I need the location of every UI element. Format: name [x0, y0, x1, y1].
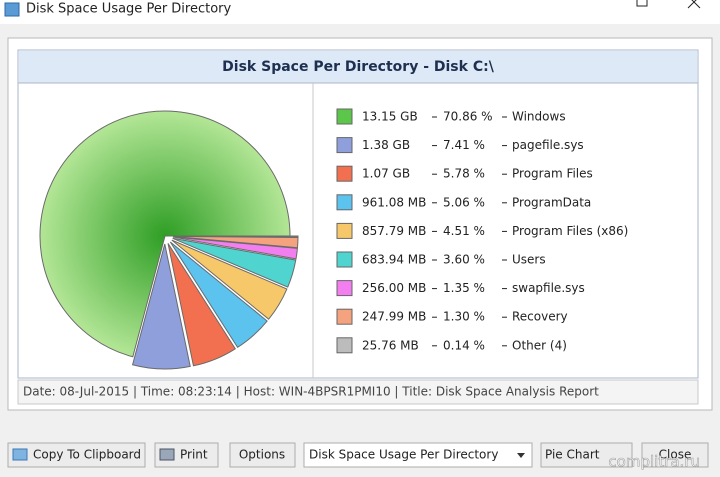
legend-swatch: [336, 137, 353, 154]
legend-size: 25.76 MB: [362, 338, 419, 352]
close-button[interactable]: [641, 442, 709, 468]
report-dropdown[interactable]: [303, 442, 533, 468]
legend-percent: 1.35 %: [443, 281, 485, 295]
legend-size: 857.79 MB: [362, 224, 426, 238]
legend-size: 961.08 MB: [362, 195, 426, 209]
close-window-button[interactable]: [687, 0, 701, 9]
pie-slice: [172, 237, 297, 288]
legend-name: ProgramData: [512, 195, 591, 209]
legend-name: Program Files (x86): [512, 224, 628, 238]
legend-percent: 5.06 %: [443, 195, 485, 209]
title-bar: [0, 0, 720, 24]
legend-percent: 7.41 %: [443, 138, 485, 152]
close-label: Close: [659, 448, 692, 462]
status-text: Date: 08-Jul-2015 | Time: 08:23:14 | Hos…: [23, 385, 599, 399]
print-icon: [159, 448, 175, 461]
legend-name: Other (4): [512, 338, 567, 352]
legend-swatch: [336, 337, 353, 354]
legend-percent: 70.86 %: [443, 110, 493, 124]
legend-percent: 1.30 %: [443, 310, 485, 324]
legend-percent: 3.60 %: [443, 253, 485, 267]
app-icon: [4, 2, 20, 17]
dropdown-label: Disk Space Usage Per Directory: [309, 448, 498, 462]
legend-name: Users: [512, 253, 546, 267]
view-button[interactable]: [540, 442, 633, 468]
pie-slice: [131, 243, 191, 370]
dropdown-arrow: [517, 453, 525, 458]
legend-size: 247.99 MB: [362, 310, 426, 324]
legend-name: Recovery: [512, 310, 568, 324]
copy-label: Copy To Clipboard: [33, 448, 141, 462]
legend-percent: 0.14 %: [443, 338, 485, 352]
pie-slice: [171, 239, 288, 320]
options-button[interactable]: [229, 442, 296, 468]
copy-icon: [12, 448, 28, 461]
legend-size: 1.38 GB: [362, 138, 410, 152]
legend-swatch: [336, 194, 353, 211]
legend-size: 1.07 GB: [362, 167, 410, 181]
legend-swatch: [336, 108, 353, 125]
print-label: Print: [180, 448, 208, 462]
legend-swatch: [336, 251, 353, 268]
legend-name: pagefile.sys: [512, 138, 584, 152]
legend-name: Windows: [512, 110, 566, 124]
chart-header: [19, 51, 697, 83]
legend-name: swapfile.sys: [512, 281, 585, 295]
maximize-button[interactable]: [636, 0, 648, 7]
legend-swatch: [336, 222, 353, 239]
legend-size: 256.00 MB: [362, 281, 426, 295]
legend-percent: 4.51 %: [443, 224, 485, 238]
options-label: Options: [239, 448, 285, 462]
legend-name: Program Files: [512, 167, 593, 181]
pie-slice: [172, 235, 299, 238]
copy-button[interactable]: [7, 442, 146, 468]
legend-percent: 5.78 %: [443, 167, 485, 181]
pie-slice: [167, 243, 236, 367]
watermark: complitra.ru: [608, 453, 700, 471]
chart-title: Disk Space Per Directory - Disk C:\: [222, 59, 495, 75]
pie-slice: [169, 241, 268, 349]
legend-swatch: [336, 308, 353, 325]
pie-slice: [172, 236, 298, 260]
legend-swatch: [336, 280, 353, 297]
legend-size: 683.94 MB: [362, 253, 426, 267]
legend-swatch: [336, 165, 353, 182]
view-label: Pie Chart: [545, 448, 600, 462]
window-title: Disk Space Usage Per Directory: [26, 2, 232, 17]
pie-slice: [39, 110, 291, 358]
status-bar: [17, 379, 699, 405]
legend-size: 13.15 GB: [362, 110, 418, 124]
